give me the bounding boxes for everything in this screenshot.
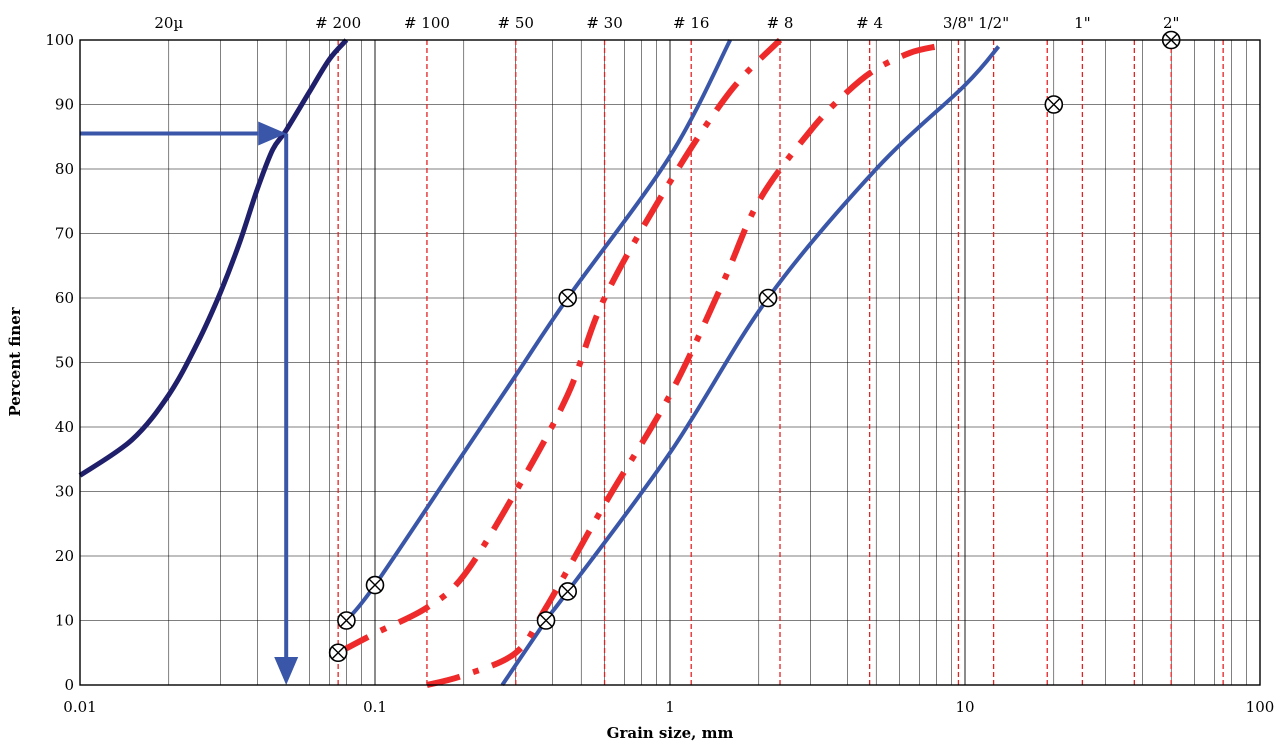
marker-cross [368,578,382,592]
arrow-head [274,657,299,685]
arrow-head [258,121,287,146]
sieve-label: # 16 [673,14,709,32]
y-tick-label: 40 [55,418,74,436]
red-dashdot-curve [336,37,783,656]
marker-cross [539,613,553,628]
circled-x-marker [558,288,577,308]
y-tick-label: 50 [55,354,74,372]
fine-soil-curve [78,38,349,478]
sieve-label: # 100 [404,14,450,32]
y-tick-label: 10 [55,612,74,630]
sieve-label: 20µ [154,14,183,32]
circled-x-marker [328,643,348,663]
sieve-label: # 8 [767,14,794,32]
sieve-label: 3/8" [943,14,974,32]
sieve-label: 2" [1163,14,1179,32]
x-tick-label: 100 [1246,698,1275,716]
red-dashdot-curve [426,43,938,688]
circled-x-marker [758,288,778,308]
marker-cross [339,613,353,628]
sieve-label: # 200 [315,14,361,32]
y-tick-label: 80 [55,160,74,178]
plot-frame [79,39,1261,686]
sieve-layer [337,40,1224,685]
series-layer [78,37,1001,688]
y-tick-label: 70 [55,225,74,243]
sieve-label: 1" [1074,14,1090,32]
y-tick-label: 0 [64,676,74,694]
x-tick-label: 10 [955,698,974,716]
circled-x-marker [365,575,385,595]
marker-cross [331,646,345,660]
y-tick-label: 30 [55,483,74,501]
x-tick-label: 1 [665,698,675,716]
sieve-label: # 50 [498,14,534,32]
marker-cross [561,584,575,598]
blue-gradation-curve [344,39,732,622]
marker-cross [561,291,575,305]
marker-cross [761,291,775,305]
arrow-layer [80,121,299,685]
y-tick-label: 60 [55,289,74,307]
marker-cross [1047,97,1061,112]
y-axis-title: Percent finer [6,306,24,416]
y-tick-label: 20 [55,547,74,565]
circled-x-marker [558,582,577,601]
x-tick-label: 0.01 [63,698,96,716]
label-layer: 0 10 20 30 40 50 60 70 80 90 100 0.01 0.1 1 10 100 20µ # … [45,14,1274,716]
sieve-label: 1/2" [978,14,1009,32]
blue-gradation-curve [500,45,1001,687]
y-tick-label: 100 [45,31,74,49]
x-axis-title: Grain size, mm [607,724,734,742]
marker-layer [328,30,1181,663]
sieve-label: # 30 [586,14,622,32]
y-tick-label: 90 [55,96,74,114]
circled-x-marker [536,611,556,630]
circled-x-marker [1044,95,1064,114]
sieve-label: # 4 [856,14,883,32]
x-tick-label: 0.1 [363,698,387,716]
circled-x-marker [337,611,356,630]
